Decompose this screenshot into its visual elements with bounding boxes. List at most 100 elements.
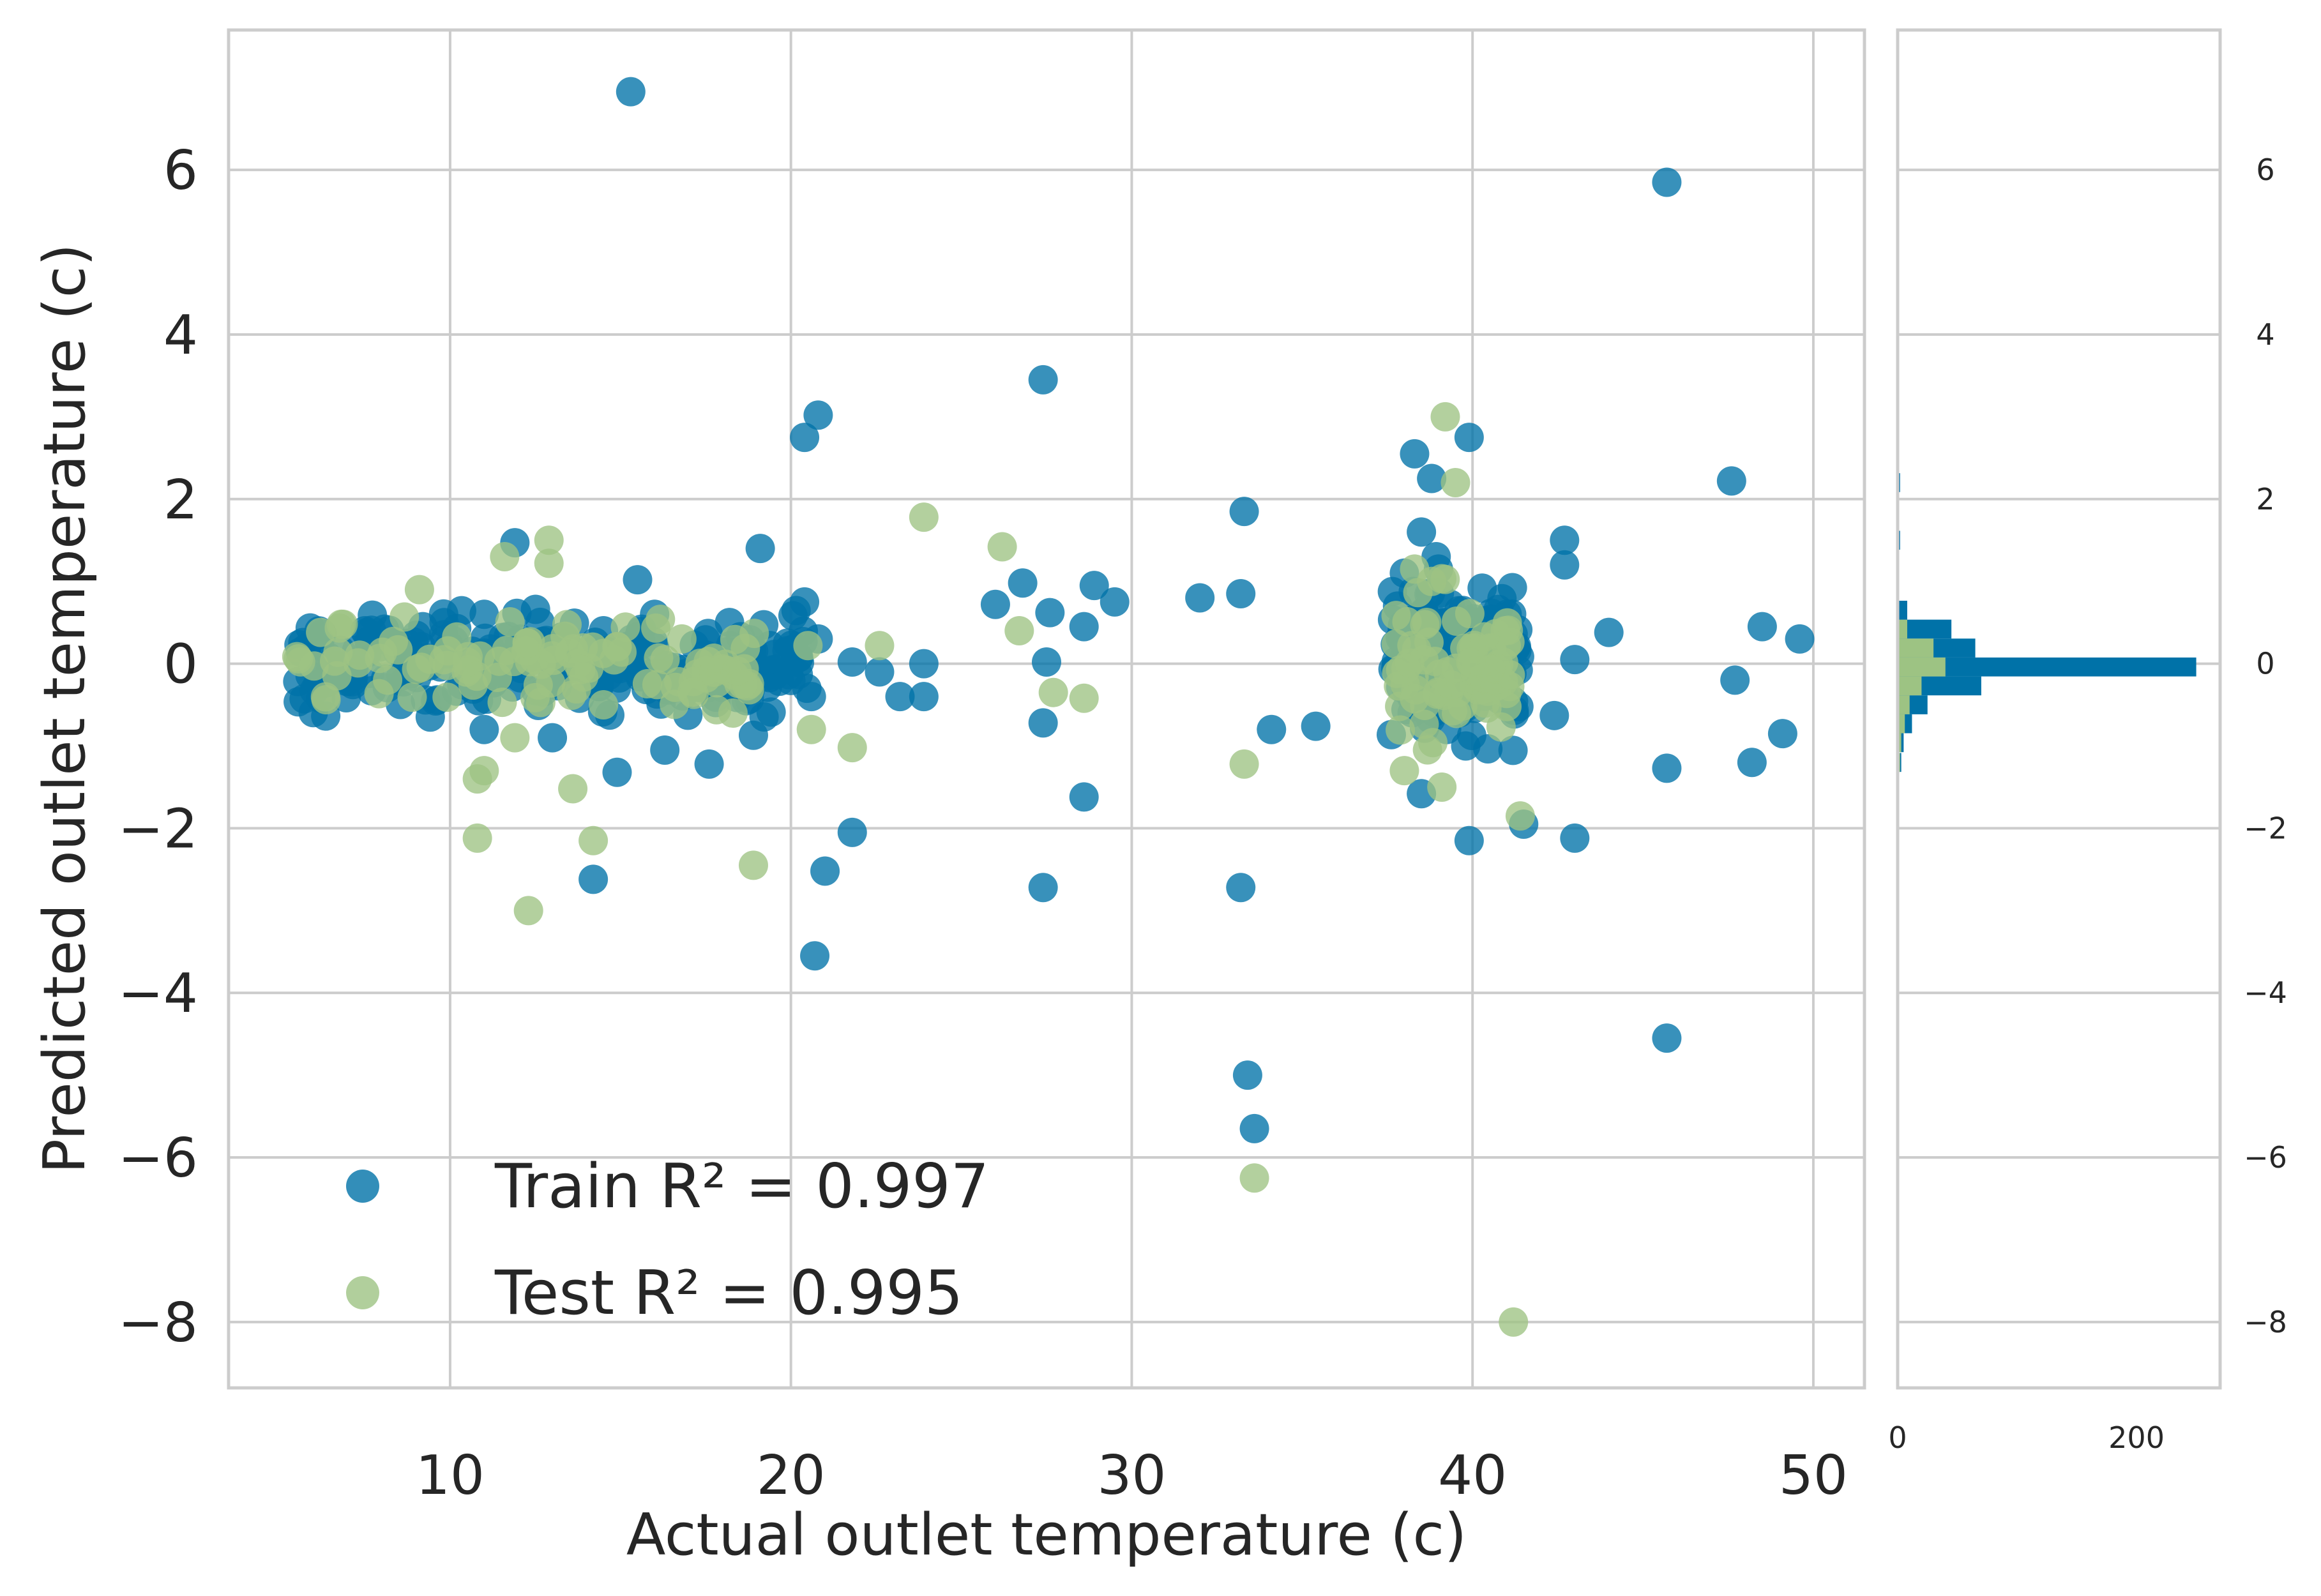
y-tick-label: 0	[163, 633, 198, 696]
test-point	[793, 631, 823, 661]
train-point	[1100, 587, 1130, 617]
train-point	[469, 714, 499, 744]
test-point	[1455, 599, 1485, 629]
histogram-tick-labels: 6 4 2 0 −2 −4 −6 −8 0 200	[1888, 153, 2287, 1455]
histogram-test-bar	[1898, 733, 1901, 753]
x-tick-label: 10	[416, 1444, 485, 1507]
test-point	[1386, 715, 1416, 745]
train-point	[1550, 550, 1580, 580]
train-point	[1008, 568, 1038, 598]
train-point	[909, 682, 939, 712]
test-point	[1038, 677, 1068, 707]
test-point	[1499, 1307, 1529, 1337]
train-point	[745, 534, 775, 564]
train-point	[694, 749, 724, 779]
x-tick-label: 20	[757, 1444, 826, 1507]
test-points	[282, 402, 1535, 1337]
main-grid	[229, 30, 1864, 1388]
histogram-test-bar	[1898, 619, 1907, 639]
train-point	[1407, 517, 1437, 547]
train-point	[1229, 497, 1259, 527]
train-point	[1737, 748, 1767, 778]
histogram-train-bar	[1898, 600, 1907, 620]
train-point	[520, 594, 550, 624]
histogram-y-tick-label: −2	[2244, 811, 2287, 845]
test-point	[1427, 772, 1457, 802]
train-point	[1028, 873, 1058, 903]
train-point	[1032, 647, 1061, 677]
histogram-grid	[1898, 169, 2220, 1323]
test-point	[404, 575, 434, 605]
histogram-test-bars	[1898, 619, 1946, 772]
train-point	[810, 856, 840, 886]
test-point	[323, 637, 353, 667]
test-point	[538, 633, 568, 663]
train-point	[1652, 753, 1682, 783]
y-tick-label: −2	[118, 797, 198, 861]
train-point	[756, 697, 786, 727]
test-point	[536, 668, 566, 698]
train-point	[1028, 365, 1058, 395]
test-point	[566, 654, 596, 684]
test-point	[484, 646, 514, 676]
train-point	[1467, 573, 1497, 603]
legend-test-label: Test R² = 0.995	[494, 1258, 963, 1329]
test-point	[558, 774, 588, 804]
test-point	[512, 628, 542, 658]
train-point	[1560, 645, 1590, 675]
test-point	[646, 605, 676, 635]
train-point	[1035, 598, 1065, 628]
test-point	[373, 665, 403, 695]
test-point	[500, 723, 530, 753]
test-point	[1412, 608, 1442, 638]
test-point	[397, 682, 427, 712]
train-point	[738, 720, 768, 750]
train-point	[1652, 1023, 1682, 1053]
y-tick-label: −8	[118, 1291, 198, 1355]
test-point	[644, 643, 674, 673]
train-point	[803, 400, 833, 430]
test-point	[1422, 679, 1452, 709]
test-point	[433, 636, 463, 666]
histogram-train-bars	[1898, 473, 2196, 847]
y-axis-label: Predicted outlet temperature (c)	[31, 244, 98, 1174]
train-point	[538, 723, 568, 753]
test-point	[632, 669, 662, 699]
train-point	[578, 864, 609, 894]
histogram-test-bar	[1898, 714, 1905, 734]
test-point	[534, 525, 564, 555]
legend-train-marker	[346, 1170, 379, 1203]
test-point	[699, 657, 729, 687]
train-point	[1767, 719, 1797, 749]
test-point	[285, 647, 315, 677]
train-point	[1069, 612, 1099, 642]
train-point	[1232, 1060, 1262, 1090]
test-point	[1395, 648, 1425, 678]
test-point	[469, 756, 499, 786]
test-point	[718, 698, 748, 728]
y-tick-label: 2	[163, 469, 198, 532]
test-point	[865, 631, 895, 661]
train-point	[1185, 583, 1215, 613]
test-point	[796, 714, 826, 744]
test-point	[1430, 402, 1460, 432]
test-point	[1469, 663, 1499, 693]
test-point	[909, 502, 939, 532]
test-point	[406, 652, 436, 682]
test-point	[722, 656, 752, 686]
y-tick-label: −6	[118, 1127, 198, 1190]
train-point	[865, 657, 895, 687]
histogram-y-tick-label: 2	[2256, 482, 2274, 516]
test-point	[462, 823, 492, 853]
legend: Train R² = 0.997 Test R² = 0.995	[346, 1152, 989, 1329]
test-point	[738, 850, 768, 880]
train-point	[616, 77, 646, 107]
test-point	[1470, 622, 1500, 652]
train-point	[1454, 825, 1484, 855]
main-plot-frame	[227, 28, 1866, 1390]
test-point	[1004, 616, 1034, 646]
train-point	[1539, 700, 1569, 730]
histogram-y-tick-label: 6	[2256, 153, 2274, 187]
train-point	[1400, 439, 1430, 469]
test-point	[490, 542, 520, 572]
